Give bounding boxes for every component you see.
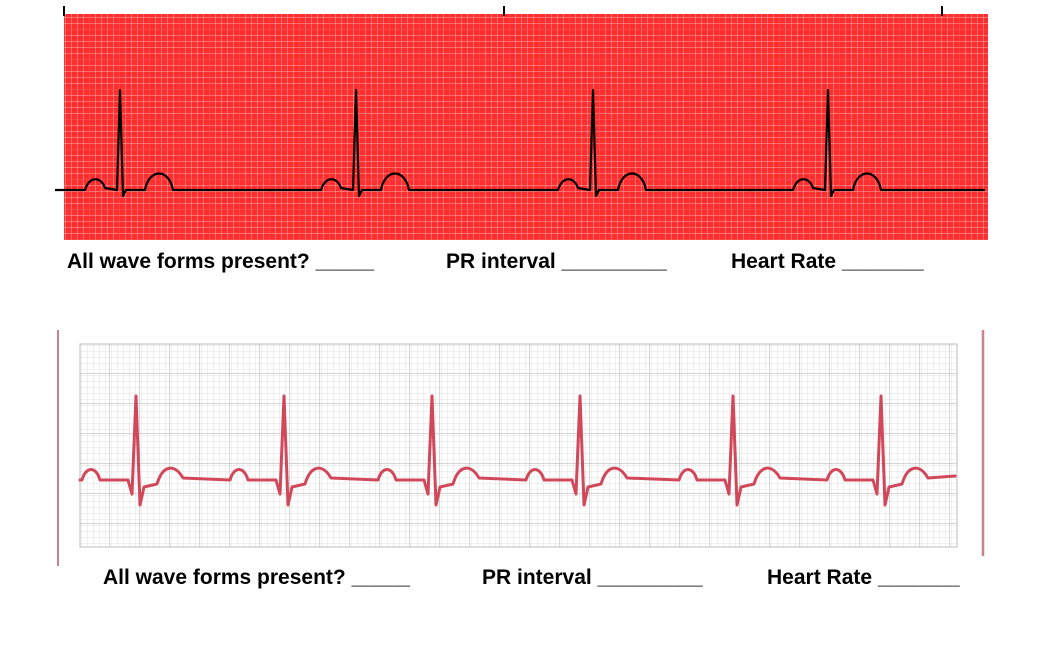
strip1-pr-interval-question: PR interval _________ bbox=[446, 250, 667, 273]
ecg-grid-1 bbox=[64, 14, 988, 240]
strip1-heart-rate-question: Heart Rate _______ bbox=[731, 250, 924, 273]
strip2-heart-rate-question: Heart Rate _______ bbox=[767, 566, 960, 589]
ecg-grid-2 bbox=[79, 343, 958, 548]
ecg-trace-2 bbox=[78, 394, 957, 507]
ecg-strip-2 bbox=[57, 330, 985, 566]
ecg-trace-1 bbox=[55, 88, 985, 198]
strip2-waveforms-question: All wave forms present? _____ bbox=[103, 566, 410, 589]
ecg-strip-1 bbox=[55, 6, 988, 240]
strip2-pr-interval-question: PR interval _________ bbox=[482, 566, 703, 589]
strip1-waveforms-question: All wave forms present? _____ bbox=[67, 250, 374, 273]
